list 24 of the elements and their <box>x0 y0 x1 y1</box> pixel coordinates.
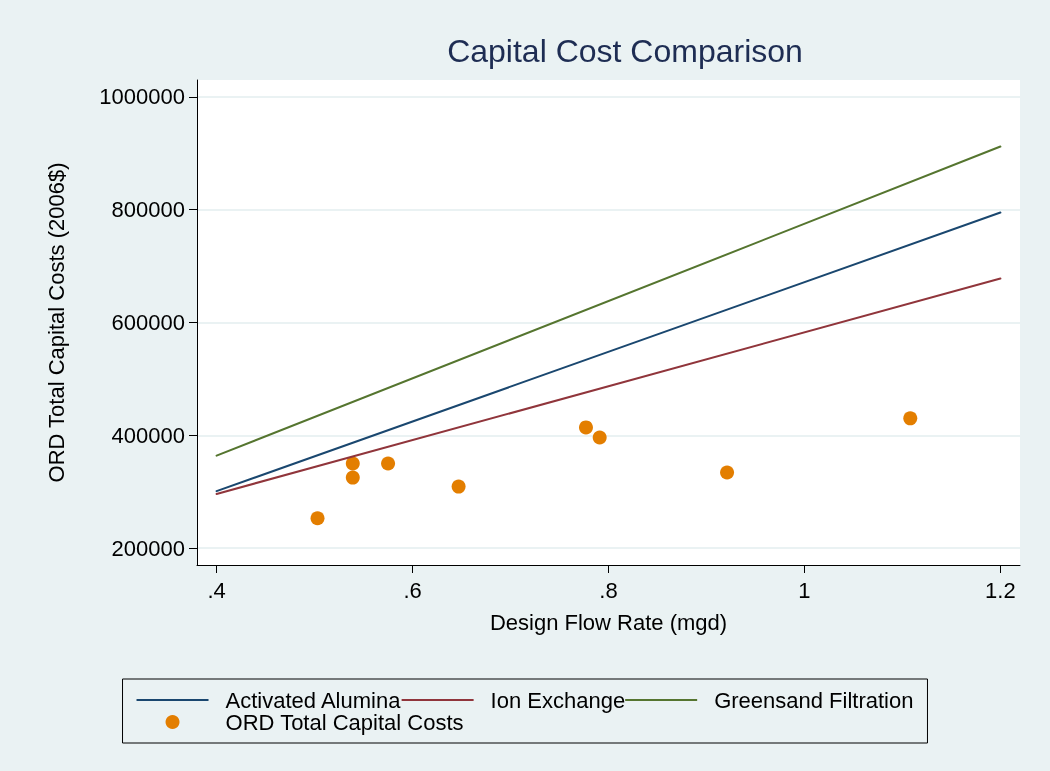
point <box>310 511 325 526</box>
point <box>903 411 918 426</box>
point <box>345 470 360 485</box>
y-tick-label: 1000000 <box>99 84 185 110</box>
y-tick-label: 600000 <box>111 310 185 335</box>
legend-label: Greensand Filtration <box>714 687 914 713</box>
y-tick-label: 200000 <box>111 535 185 561</box>
point <box>592 430 607 445</box>
x-tick-label: 1.2 <box>985 577 1016 603</box>
y-tick-label: 800000 <box>111 197 185 223</box>
legend-label: Ion Exchange <box>490 687 626 713</box>
point <box>345 456 360 471</box>
x-tick-label: .8 <box>599 577 618 603</box>
x-tick-label: .4 <box>207 577 226 603</box>
y-tick-label: 400000 <box>111 422 185 448</box>
point <box>578 420 593 435</box>
x-tick-label: 1 <box>798 577 811 603</box>
x-axis-title: Design Flow Rate (mgd) <box>489 609 728 635</box>
point <box>451 479 466 494</box>
point <box>381 456 396 471</box>
x-tick-label: .6 <box>403 577 422 603</box>
chart-title: Capital Cost Comparison <box>447 33 803 69</box>
y-axis-title: ORD Total Capital Costs (2006$) <box>43 162 69 483</box>
point <box>720 465 735 480</box>
